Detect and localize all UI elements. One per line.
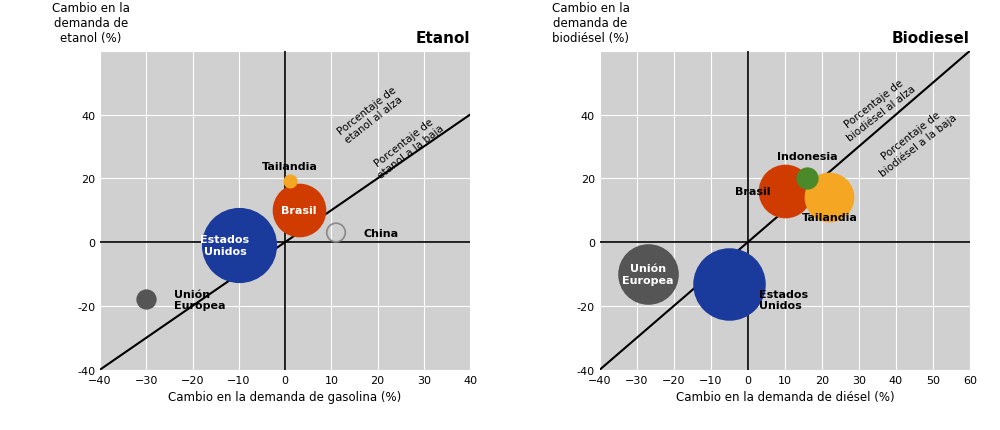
Point bbox=[291, 207, 307, 214]
Point bbox=[799, 175, 815, 182]
Text: Unión
Europea: Unión Europea bbox=[174, 289, 226, 310]
Text: Porcentaje de
etanol al alza: Porcentaje de etanol al alza bbox=[336, 85, 405, 146]
Text: Estados
Unidos: Estados Unidos bbox=[759, 289, 808, 310]
Point bbox=[282, 178, 298, 185]
Text: Cambio en la
demanda de
etanol (%): Cambio en la demanda de etanol (%) bbox=[52, 2, 130, 45]
Point bbox=[328, 230, 344, 236]
Text: Etanol: Etanol bbox=[416, 31, 470, 46]
Point bbox=[231, 242, 247, 249]
Text: Indonesia: Indonesia bbox=[777, 152, 837, 162]
Text: Biodiesel: Biodiesel bbox=[892, 31, 970, 46]
Text: Tailandia: Tailandia bbox=[262, 161, 318, 171]
Text: Unión
Europea: Unión Europea bbox=[622, 264, 674, 285]
X-axis label: Cambio en la demanda de diésel (%): Cambio en la demanda de diésel (%) bbox=[676, 390, 894, 403]
Text: Porcentaje de
biodiésel a la baja: Porcentaje de biodiésel a la baja bbox=[870, 103, 959, 178]
Text: Tailandia: Tailandia bbox=[801, 212, 857, 222]
Text: Estados
Unidos: Estados Unidos bbox=[200, 235, 250, 256]
Point bbox=[640, 271, 656, 278]
Point bbox=[777, 188, 793, 195]
Text: Brasil: Brasil bbox=[735, 187, 770, 197]
Text: Cambio en la
demanda de
biodiésel (%): Cambio en la demanda de biodiésel (%) bbox=[552, 2, 630, 45]
Text: Brasil: Brasil bbox=[281, 206, 317, 216]
Point bbox=[821, 194, 837, 201]
Point bbox=[721, 280, 737, 287]
Text: Porcentaje de
etanol a la baja: Porcentaje de etanol a la baja bbox=[369, 114, 446, 180]
X-axis label: Cambio en la demanda de gasolina (%): Cambio en la demanda de gasolina (%) bbox=[168, 390, 402, 403]
Point bbox=[138, 296, 154, 303]
Text: China: China bbox=[364, 228, 399, 238]
Text: Porcentaje de
biodiésel al alza: Porcentaje de biodiésel al alza bbox=[838, 74, 917, 143]
